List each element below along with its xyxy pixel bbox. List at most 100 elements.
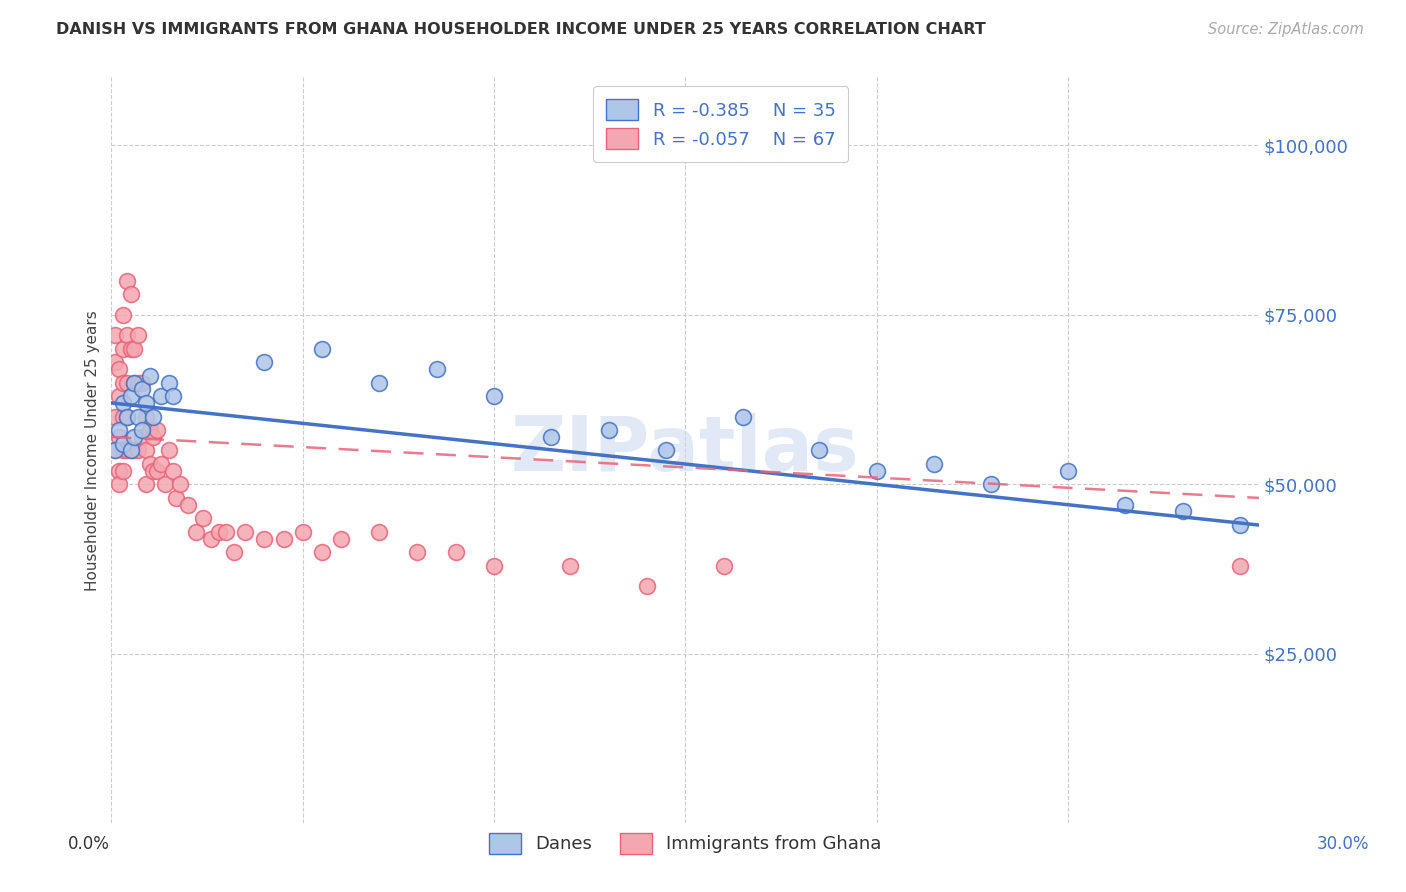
Point (142, 409, 165, 424)
Point (1229, 518, 1251, 533)
Text: DANISH VS IMMIGRANTS FROM GHANA HOUSEHOLDER INCOME UNDER 25 YEARS CORRELATION CH: DANISH VS IMMIGRANTS FROM GHANA HOUSEHOL… (56, 22, 986, 37)
Point (444, 545, 467, 559)
Point (368, 524, 391, 539)
Point (111, 436, 134, 450)
Point (108, 362, 131, 376)
Point (406, 545, 429, 559)
Point (115, 274, 138, 288)
Point (111, 409, 134, 424)
Point (115, 376, 138, 390)
Point (291, 524, 314, 539)
Point (222, 545, 245, 559)
Point (165, 491, 187, 505)
Point (124, 430, 146, 444)
Point (111, 342, 134, 356)
Point (108, 389, 131, 403)
Point (157, 443, 180, 458)
Point (598, 423, 620, 437)
Point (273, 532, 295, 546)
Point (207, 524, 229, 539)
Text: ZIPatlas: ZIPatlas (510, 414, 859, 487)
Point (193, 511, 215, 525)
Point (200, 532, 222, 546)
Point (111, 308, 134, 322)
Point (233, 524, 256, 539)
Point (146, 464, 169, 478)
Point (120, 389, 142, 403)
Point (127, 443, 149, 458)
Point (157, 376, 180, 390)
Point (808, 443, 831, 458)
Point (108, 430, 131, 444)
Point (150, 457, 173, 471)
Point (655, 443, 678, 458)
Text: 0.0%: 0.0% (67, 835, 110, 853)
Point (131, 423, 153, 437)
Point (131, 376, 153, 390)
Point (104, 328, 127, 343)
Point (1056, 464, 1078, 478)
Point (120, 443, 142, 458)
Point (253, 532, 276, 546)
Point (311, 342, 333, 356)
Y-axis label: Householder Income Under 25 years: Householder Income Under 25 years (86, 310, 100, 591)
Point (731, 409, 754, 424)
Point (115, 409, 138, 424)
Point (162, 389, 184, 403)
Point (253, 355, 276, 369)
Point (560, 558, 582, 573)
Point (153, 477, 176, 491)
Point (108, 464, 131, 478)
Point (146, 423, 169, 437)
Point (162, 464, 184, 478)
Point (111, 376, 134, 390)
Point (150, 389, 173, 403)
Point (329, 532, 352, 546)
Point (111, 464, 134, 478)
Point (540, 430, 562, 444)
Point (111, 396, 134, 410)
Point (1229, 558, 1251, 573)
Point (124, 376, 146, 390)
Legend: Danes, Immigrants from Ghana: Danes, Immigrants from Ghana (479, 824, 891, 863)
Point (108, 423, 131, 437)
Point (120, 342, 142, 356)
Point (135, 477, 157, 491)
Point (482, 389, 505, 403)
Point (104, 443, 127, 458)
Point (104, 409, 127, 424)
Point (482, 558, 505, 573)
Point (135, 409, 157, 424)
Point (865, 464, 887, 478)
Point (135, 443, 157, 458)
Point (138, 457, 160, 471)
Point (142, 430, 165, 444)
Point (980, 477, 1002, 491)
Point (368, 376, 391, 390)
Text: Source: ZipAtlas.com: Source: ZipAtlas.com (1208, 22, 1364, 37)
Point (124, 342, 146, 356)
Point (115, 409, 138, 424)
Point (922, 457, 945, 471)
Point (124, 376, 146, 390)
Point (311, 545, 333, 559)
Point (108, 477, 131, 491)
Point (138, 368, 160, 383)
Point (1114, 498, 1136, 512)
Point (138, 423, 160, 437)
Point (142, 464, 165, 478)
Point (177, 498, 200, 512)
Point (104, 355, 127, 369)
Text: 30.0%: 30.0% (1316, 835, 1369, 853)
Point (104, 443, 127, 458)
Point (115, 328, 138, 343)
Point (131, 383, 153, 397)
Point (127, 376, 149, 390)
Point (713, 558, 735, 573)
Point (127, 328, 149, 343)
Point (131, 430, 153, 444)
Point (636, 579, 658, 593)
Point (1171, 504, 1194, 518)
Point (426, 362, 449, 376)
Point (124, 443, 146, 458)
